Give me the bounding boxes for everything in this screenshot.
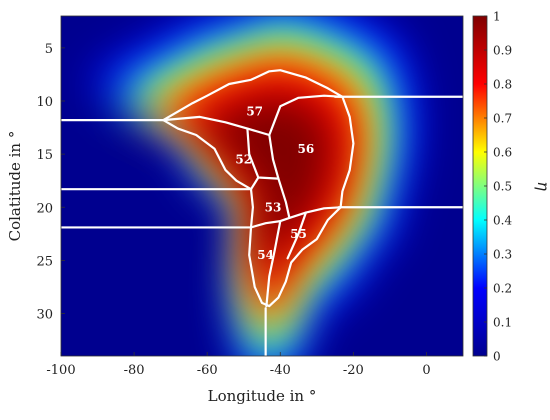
region-label: 54 <box>257 248 274 262</box>
colorbar-tick-label: 0 <box>493 350 501 364</box>
internal-boundary <box>162 115 271 137</box>
internal-boundary <box>288 206 342 219</box>
region-label: 57 <box>246 105 263 119</box>
colorbar-label: η <box>534 181 550 191</box>
colorbar-tick-label: 0.3 <box>493 248 512 262</box>
region-labels: 57 56 52 53 54 55 <box>235 105 314 262</box>
x-tick-label: -60 <box>197 363 218 378</box>
colorbar-tick-label: 0.6 <box>493 146 512 160</box>
colorbar-tick-label: 0.5 <box>493 180 512 194</box>
y-tick-label: 15 <box>36 148 53 163</box>
internal-boundary <box>249 176 260 191</box>
y-tick-label: 10 <box>36 95 53 110</box>
x-axis-ticks: -100 -80 -60 -40 -20 0 <box>46 352 431 378</box>
x-tick-label: -40 <box>270 363 291 378</box>
colorbar-tick-label: 0.8 <box>493 78 512 92</box>
internal-boundary <box>268 94 344 137</box>
colorbar-tick-label: 1 <box>493 10 501 24</box>
x-tick-label: 0 <box>422 363 430 378</box>
colorbar: 0 0.1 0.2 0.3 0.4 0.5 0.6 0.7 0.8 0.9 1 η <box>472 10 550 364</box>
colorbar-tick-label: 0.9 <box>493 44 512 58</box>
region-label: 56 <box>298 142 315 156</box>
region-label: 53 <box>265 200 282 214</box>
region-label: 52 <box>235 152 252 166</box>
colorbar-ticks: 0 0.1 0.2 0.3 0.4 0.5 0.6 0.7 0.8 0.9 1 <box>484 10 512 364</box>
y-tick-label: 5 <box>45 42 53 57</box>
region-label: 55 <box>290 227 307 241</box>
internal-boundary <box>265 220 282 308</box>
colorbar-tick-label: 0.4 <box>493 214 512 228</box>
plot-area: 57 56 52 53 54 55 <box>61 16 463 356</box>
y-tick-label: 25 <box>36 254 53 269</box>
colorbar-tick-label: 0.2 <box>493 282 512 296</box>
colorbar-tick-label: 0.1 <box>493 316 512 330</box>
internal-boundary <box>286 211 307 260</box>
y-axis-label: Colatitude in ° <box>6 131 24 242</box>
x-axis-label: Longitude in ° <box>208 387 317 405</box>
y-tick-label: 30 <box>36 308 53 323</box>
y-tick-label: 20 <box>36 201 53 216</box>
x-tick-label: -20 <box>343 363 364 378</box>
x-tick-label: -100 <box>46 363 75 378</box>
heat-level-5 <box>184 91 337 280</box>
plot-frame <box>60 15 464 357</box>
internal-boundary <box>249 216 291 229</box>
region-outline <box>162 69 355 308</box>
x-tick-label: -80 <box>124 363 145 378</box>
internal-boundary <box>268 133 291 219</box>
boundary-lines <box>61 69 463 356</box>
colorbar-tick-label: 0.7 <box>493 112 512 126</box>
y-axis-ticks: 5 10 15 20 25 30 <box>36 42 65 323</box>
internal-boundary <box>246 127 280 180</box>
